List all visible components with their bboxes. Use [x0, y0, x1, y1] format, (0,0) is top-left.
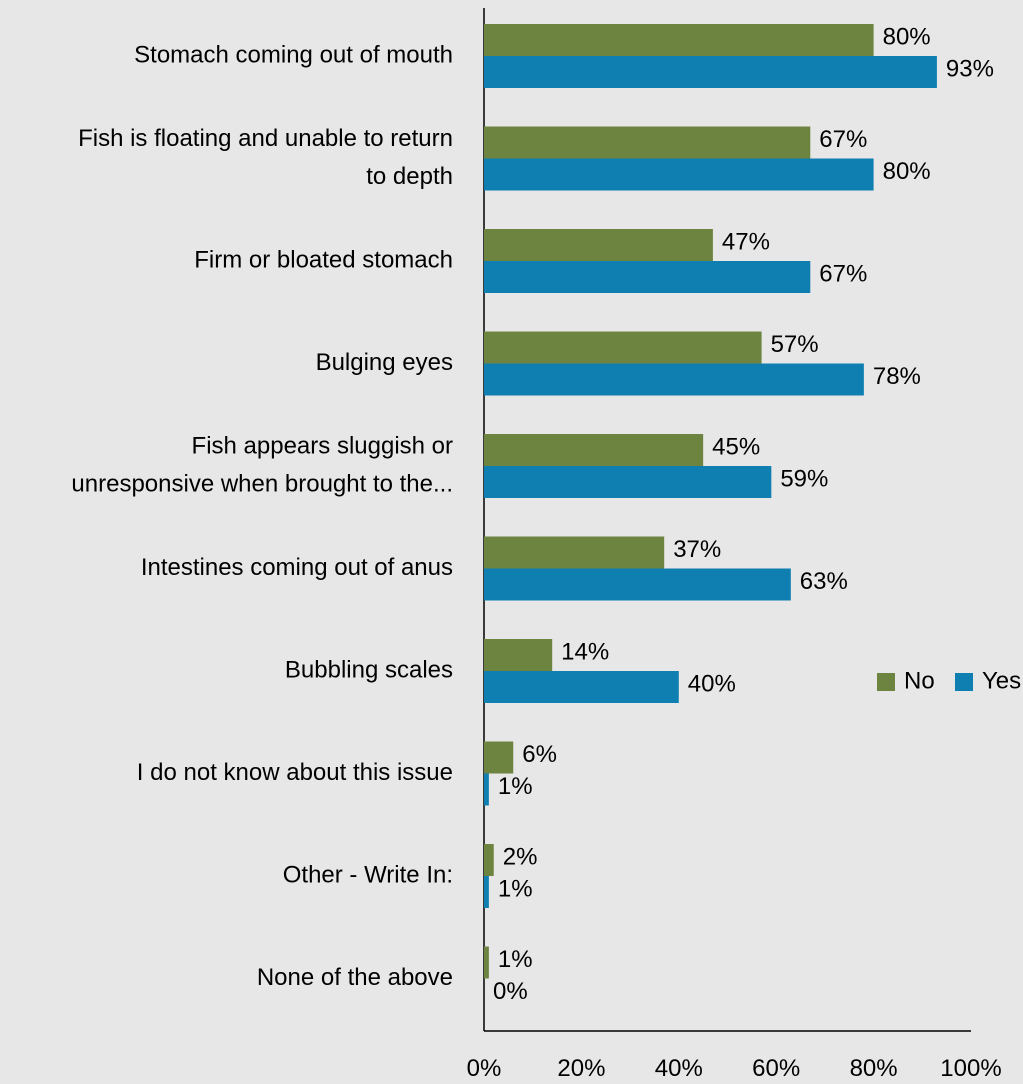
- category-label: None of the above: [257, 964, 453, 991]
- legend-swatch-no: [877, 673, 895, 691]
- data-label-no: 2%: [503, 843, 538, 870]
- bar-yes: [484, 773, 489, 806]
- data-label-yes: 63%: [800, 568, 848, 595]
- chart-axes: 0% 20% 40% 60% 80% 100%: [467, 8, 1002, 1082]
- bar-yes: [484, 671, 679, 703]
- data-label-no: 6%: [522, 741, 557, 768]
- data-label-no: 37%: [673, 536, 721, 563]
- x-tick-label: 100%: [940, 1055, 1001, 1082]
- x-tick-label: 0%: [467, 1055, 502, 1082]
- data-label-yes: 1%: [498, 875, 533, 902]
- category-label: Bulging eyes: [316, 349, 453, 376]
- bar-no: [484, 741, 514, 774]
- data-label-no: 57%: [771, 331, 819, 358]
- bar-yes: [484, 876, 489, 908]
- x-tick-label: 20%: [557, 1055, 605, 1082]
- data-label-yes: 0%: [493, 978, 528, 1005]
- data-label-yes: 40%: [688, 670, 736, 697]
- bar-no: [484, 639, 553, 671]
- data-label-yes: 59%: [780, 465, 828, 492]
- bar-no: [484, 434, 704, 466]
- bar-yes: [484, 261, 811, 293]
- bar-no: [484, 844, 494, 876]
- category-label: to depth: [366, 163, 453, 190]
- data-label-yes: 93%: [946, 55, 994, 82]
- x-tick-label: 60%: [752, 1055, 800, 1082]
- chart-labels: 80% 93% Stomach coming out of mouth 67% 80% F…: [71, 23, 994, 1005]
- legend-label-no: No: [904, 667, 935, 694]
- bar-no: [484, 126, 811, 159]
- category-label: Other - Write In:: [283, 861, 453, 888]
- legend-swatch-yes: [955, 673, 973, 691]
- bar-no: [484, 536, 665, 569]
- bar-no: [484, 946, 489, 979]
- data-label-yes: 78%: [873, 363, 921, 390]
- category-label: Bubbling scales: [285, 656, 453, 683]
- bar-yes: [484, 56, 937, 88]
- category-label: Fish appears sluggish or: [192, 432, 453, 459]
- chart-legend: No Yes: [877, 667, 1021, 694]
- data-label-no: 67%: [819, 126, 867, 153]
- category-label: I do not know about this issue: [137, 759, 453, 786]
- category-label: Fish is floating and unable to return: [78, 125, 453, 152]
- data-label-no: 14%: [561, 638, 609, 665]
- x-tick-label: 80%: [850, 1055, 898, 1082]
- data-label-no: 80%: [883, 23, 931, 50]
- data-label-no: 45%: [712, 433, 760, 460]
- data-label-yes: 1%: [498, 773, 533, 800]
- x-tick-label: 40%: [655, 1055, 703, 1082]
- data-label-no: 1%: [498, 946, 533, 973]
- category-label: Stomach coming out of mouth: [134, 41, 453, 68]
- category-label: Firm or bloated stomach: [194, 246, 453, 273]
- category-label: unresponsive when brought to the...: [71, 470, 453, 497]
- category-label: Intestines coming out of anus: [141, 554, 453, 581]
- legend-label-yes: Yes: [982, 667, 1021, 694]
- bar-yes: [484, 568, 791, 601]
- bar-no: [484, 331, 762, 364]
- data-label-no: 47%: [722, 228, 770, 255]
- bar-yes: [484, 466, 772, 498]
- bar-yes: [484, 363, 864, 396]
- bar-no: [484, 229, 713, 261]
- data-label-yes: 80%: [883, 158, 931, 185]
- bar-no: [484, 24, 874, 56]
- bar-yes: [484, 158, 874, 191]
- chart-bars: [484, 24, 937, 979]
- data-label-yes: 67%: [819, 260, 867, 287]
